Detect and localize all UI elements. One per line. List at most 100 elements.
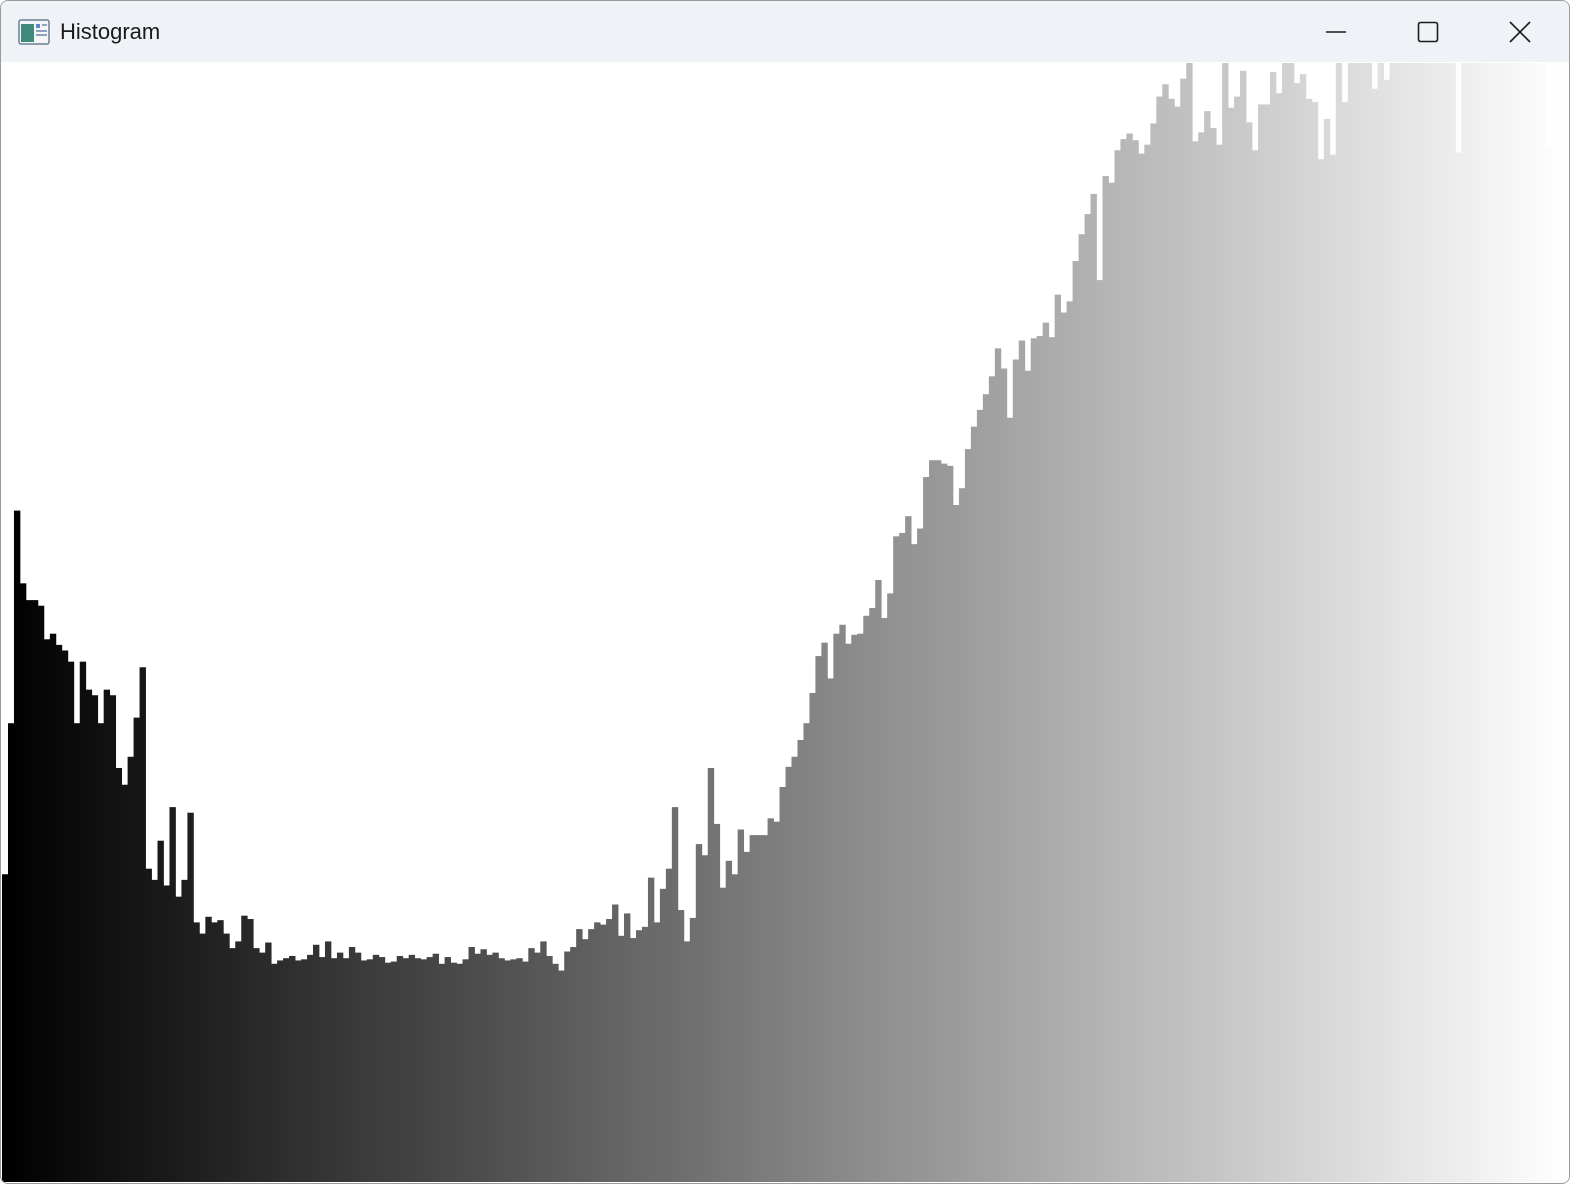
histogram-bar [1120, 139, 1127, 1182]
histogram-chart [2, 63, 1569, 1182]
histogram-bar [85, 689, 93, 1182]
histogram-bar [1210, 127, 1217, 1182]
histogram-bar [701, 855, 709, 1182]
histogram-bar [366, 959, 374, 1182]
histogram-bar [1563, 63, 1569, 1182]
histogram-bar [342, 958, 350, 1182]
histogram-bar [1048, 337, 1056, 1182]
histogram-bar [1096, 280, 1103, 1182]
histogram-bar [839, 624, 846, 1182]
histogram-bar [295, 960, 302, 1182]
maximize-button[interactable] [1382, 1, 1474, 62]
histogram-bar [1509, 63, 1516, 1182]
histogram-bar [462, 959, 469, 1182]
histogram-bar [1168, 98, 1175, 1182]
histogram-bar [1317, 159, 1325, 1182]
histogram-bar [1192, 141, 1199, 1182]
histogram-bar [199, 933, 206, 1182]
histogram-bar [390, 961, 398, 1182]
histogram-bar [1066, 301, 1073, 1182]
histogram-bar [229, 948, 236, 1182]
histogram-bar [1383, 79, 1390, 1182]
histogram-bar [289, 955, 296, 1182]
histogram-bar [821, 642, 828, 1182]
histogram-bar [324, 941, 332, 1182]
histogram-bar [360, 960, 368, 1182]
histogram-bar [91, 695, 99, 1182]
histogram-bar [1395, 63, 1402, 1182]
histogram-bar [540, 941, 547, 1182]
histogram-bar [37, 605, 45, 1182]
histogram-bar [606, 919, 613, 1182]
histogram-bar [743, 851, 751, 1182]
histogram-bar [558, 970, 565, 1182]
histogram-bar [1485, 63, 1492, 1182]
histogram-bar [1545, 146, 1552, 1182]
histogram-bar [791, 756, 798, 1182]
close-button[interactable] [1474, 1, 1566, 62]
histogram-bar [905, 516, 912, 1182]
histogram-bar [444, 957, 451, 1182]
histogram-bar [635, 930, 643, 1182]
histogram-bar [564, 951, 571, 1182]
histogram-bar [247, 919, 254, 1182]
histogram-bar [450, 962, 457, 1182]
histogram-bar [1072, 261, 1079, 1182]
histogram-bar [1156, 96, 1163, 1182]
histogram-bar [677, 910, 685, 1182]
histogram-bar [869, 607, 876, 1182]
histogram-bar [259, 952, 266, 1182]
histogram-bar [235, 941, 242, 1182]
histogram-bar [1473, 63, 1480, 1182]
histogram-bar [1240, 70, 1247, 1182]
histogram-bar [151, 879, 158, 1182]
minimize-button[interactable] [1290, 1, 1382, 62]
histogram-bar [1275, 93, 1283, 1182]
histogram-bar [923, 477, 930, 1182]
histogram-bar [1449, 63, 1456, 1182]
histogram-bar [2, 874, 9, 1182]
histogram-bar [1287, 63, 1295, 1182]
histogram-bar [773, 821, 780, 1182]
histogram-bar [588, 929, 595, 1182]
histogram-bar [1042, 322, 1050, 1182]
histogram-bar [665, 868, 673, 1182]
histogram-bar [1144, 144, 1151, 1182]
histogram-bar [1425, 63, 1432, 1182]
histogram-bar [941, 463, 948, 1182]
histogram-bar [1299, 74, 1307, 1182]
histogram-bar [911, 544, 918, 1182]
histogram-bar [408, 954, 416, 1182]
histogram-bar [964, 449, 972, 1182]
histogram-bar [1389, 63, 1396, 1182]
histogram-bar [25, 600, 33, 1182]
histogram-bar [1006, 417, 1014, 1182]
histogram-bar [348, 947, 356, 1182]
histogram-bar [887, 593, 894, 1182]
histogram-bar [600, 924, 607, 1182]
histogram-bar [982, 394, 990, 1182]
histogram-bar [420, 959, 428, 1182]
histogram-bar [336, 952, 344, 1182]
histogram-bar [121, 784, 128, 1182]
histogram-bar [952, 505, 960, 1182]
histogram-bar [1521, 63, 1528, 1182]
histogram-bar [307, 954, 314, 1182]
histogram-bar [133, 717, 140, 1182]
title-bar[interactable]: Histogram [1, 1, 1569, 62]
histogram-bar [1269, 71, 1277, 1182]
histogram-bar [157, 840, 164, 1182]
histogram-bar [1551, 63, 1558, 1182]
histogram-bar [169, 807, 176, 1182]
histogram-bar [683, 941, 691, 1182]
histogram-bar [426, 957, 434, 1182]
histogram-bar [265, 942, 272, 1182]
histogram-bar [797, 740, 804, 1182]
histogram-bar [1234, 96, 1241, 1182]
histogram-bar [827, 678, 834, 1182]
histogram-bar [1090, 193, 1097, 1182]
histogram-bar [97, 723, 105, 1182]
histogram-bar [851, 634, 858, 1182]
histogram-bar [1305, 98, 1313, 1182]
histogram-bar [755, 835, 762, 1182]
